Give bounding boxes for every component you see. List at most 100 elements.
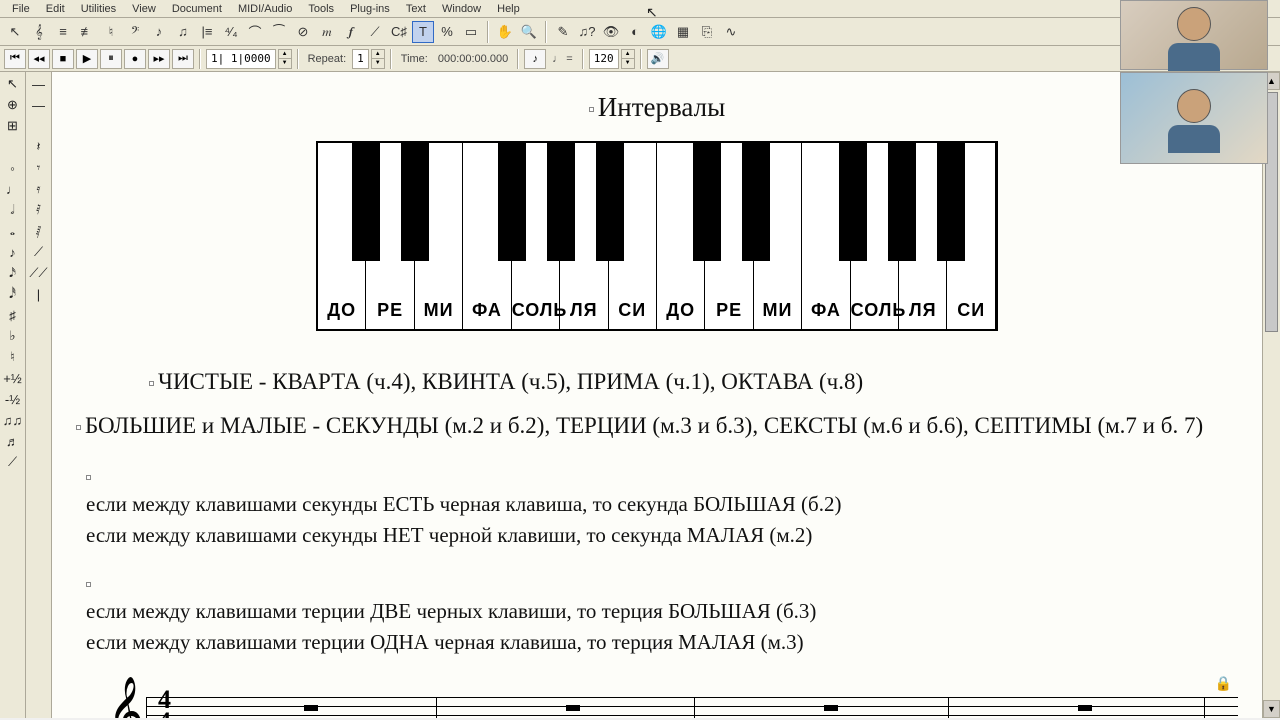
toolbar-button-5[interactable]: 𝄢 (124, 21, 146, 43)
toolbar-button-1[interactable]: 𝄞 (28, 21, 50, 43)
scroll-down-button[interactable]: ▼ (1263, 700, 1280, 718)
black-key-8[interactable] (888, 143, 916, 261)
toolbar-button-30[interactable]: ⎘ (696, 21, 718, 43)
palette-left-10[interactable]: 𝅘𝅥𝅰 (2, 284, 24, 304)
palette-left-11[interactable]: ♯ (2, 305, 24, 325)
menu-edit[interactable]: Edit (38, 3, 73, 15)
text-handle[interactable] (86, 475, 91, 480)
palette-right-6[interactable]: 𝅀 (28, 200, 50, 220)
palette-right-4[interactable]: 𝄾 (28, 158, 50, 178)
toolbar-button-14[interactable]: 𝆑 (340, 21, 362, 43)
toolbar-button-27[interactable]: ◐ (624, 21, 646, 43)
menu-plugins[interactable]: Plug-ins (342, 3, 398, 15)
menu-help[interactable]: Help (489, 3, 528, 15)
playback-button-6[interactable]: ▸▸ (148, 49, 170, 69)
palette-left-15[interactable]: -½ (2, 389, 24, 409)
metronome-button[interactable]: 🔊 (647, 49, 669, 69)
palette-right-7[interactable]: 𝅁 (28, 221, 50, 241)
palette-left-16[interactable]: ♫♫ (2, 410, 24, 430)
toolbar-button-22[interactable]: 🔍 (518, 21, 540, 43)
menu-window[interactable]: Window (434, 3, 489, 15)
toolbar-button-9[interactable]: ⁴⁄₄ (220, 21, 242, 43)
whole-rest[interactable] (566, 705, 580, 711)
palette-left-8[interactable]: ♪ (2, 242, 24, 262)
toolbar-button-6[interactable]: ♪ (148, 21, 170, 43)
black-key-6[interactable] (742, 143, 770, 261)
menu-view[interactable]: View (124, 3, 164, 15)
whole-rest[interactable] (1078, 705, 1092, 711)
toolbar-button-29[interactable]: ▦ (672, 21, 694, 43)
tempo-note-button[interactable]: ♪ (524, 49, 546, 69)
spinner[interactable]: ▲▼ (371, 49, 385, 69)
menu-document[interactable]: Document (164, 3, 230, 15)
toolbar-button-7[interactable]: ♫ (172, 21, 194, 43)
spinner[interactable]: ▲▼ (278, 49, 292, 69)
palette-right-5[interactable]: 𝄿 (28, 179, 50, 199)
palette-left-14[interactable]: +½ (2, 368, 24, 388)
playback-button-7[interactable]: ⏭ (172, 49, 194, 69)
black-key-2[interactable] (498, 143, 526, 261)
music-staff[interactable]: 🔒 𝄞 44 (86, 675, 1238, 718)
toolbar-button-12[interactable]: ⊘ (292, 21, 314, 43)
playback-button-0[interactable]: ⏮ (4, 49, 26, 69)
palette-right-10[interactable]: | (28, 284, 50, 304)
palette-left-0[interactable]: ↖ (2, 74, 24, 94)
document-canvas[interactable]: Интервалы ДОРЕМИФАСОЛЬЛЯСИДОРЕМИФАСОЛЬЛЯ… (52, 72, 1262, 718)
toolbar-button-21[interactable]: ✋ (494, 21, 516, 43)
playback-button-5[interactable]: ● (124, 49, 146, 69)
toolbar-button-15[interactable]: ⟋ (364, 21, 386, 43)
text-handle[interactable] (589, 107, 594, 112)
palette-left-4[interactable]: ◦ (2, 158, 24, 178)
palette-left-18[interactable]: ⟋ (2, 452, 24, 472)
toolbar-button-18[interactable]: % (436, 21, 458, 43)
toolbar-button-3[interactable]: ≢ (76, 21, 98, 43)
menu-utilities[interactable]: Utilities (73, 3, 124, 15)
black-key-1[interactable] (401, 143, 429, 261)
toolbar-button-17[interactable]: T (412, 21, 434, 43)
toolbar-button-24[interactable]: ✎ (552, 21, 574, 43)
palette-right-2[interactable] (28, 116, 50, 136)
toolbar-button-0[interactable]: ↖ (4, 21, 26, 43)
menu-tools[interactable]: Tools (300, 3, 342, 15)
palette-right-8[interactable]: ⟋ (28, 242, 50, 262)
palette-right-9[interactable]: ⟋⟋ (28, 263, 50, 283)
black-key-9[interactable] (937, 143, 965, 261)
palette-right-3[interactable]: 𝄽 (28, 137, 50, 157)
whole-rest[interactable] (824, 705, 838, 711)
toolbar-button-16[interactable]: C♯ (388, 21, 410, 43)
toolbar-button-28[interactable]: 🌐 (648, 21, 670, 43)
palette-right-0[interactable]: — (28, 74, 50, 94)
tempo-value[interactable]: 120 (589, 49, 619, 69)
palette-left-2[interactable]: ⊞ (2, 116, 24, 136)
palette-left-5[interactable]: ♩ (2, 179, 24, 199)
palette-right-1[interactable]: — (28, 95, 50, 115)
black-key-5[interactable] (693, 143, 721, 261)
toolbar-button-19[interactable]: ▭ (460, 21, 482, 43)
playback-button-3[interactable]: ▶ (76, 49, 98, 69)
menu-midiaudio[interactable]: MIDI/Audio (230, 3, 300, 15)
toolbar-button-25[interactable]: ♫? (576, 21, 598, 43)
palette-left-3[interactable] (2, 137, 24, 157)
toolbar-button-26[interactable]: 👁 (600, 21, 622, 43)
palette-left-12[interactable]: ♭ (2, 326, 24, 346)
toolbar-button-4[interactable]: ♮ (100, 21, 122, 43)
playback-button-2[interactable]: ■ (52, 49, 74, 69)
repeat-value[interactable]: 1 (352, 49, 369, 69)
palette-left-9[interactable]: 𝅘𝅥𝅯 (2, 263, 24, 283)
black-key-0[interactable] (352, 143, 380, 261)
palette-left-6[interactable]: 𝅗𝅥 (2, 200, 24, 220)
toolbar-button-8[interactable]: |≡ (196, 21, 218, 43)
playback-button-1[interactable]: ◂◂ (28, 49, 50, 69)
black-key-7[interactable] (839, 143, 867, 261)
black-key-3[interactable] (547, 143, 575, 261)
playback-button-4[interactable]: ⏸ (100, 49, 122, 69)
text-handle[interactable] (76, 425, 81, 430)
position-display[interactable]: 1| 1|0000 (206, 49, 276, 69)
text-handle[interactable] (86, 582, 91, 587)
toolbar-button-2[interactable]: ≡ (52, 21, 74, 43)
whole-rest[interactable] (304, 705, 318, 711)
menu-file[interactable]: File (4, 3, 38, 15)
toolbar-button-11[interactable]: ⁀ (268, 21, 290, 43)
vertical-scrollbar[interactable]: ▲ ▼ (1262, 72, 1280, 718)
toolbar-button-10[interactable]: ⌒ (244, 21, 266, 43)
